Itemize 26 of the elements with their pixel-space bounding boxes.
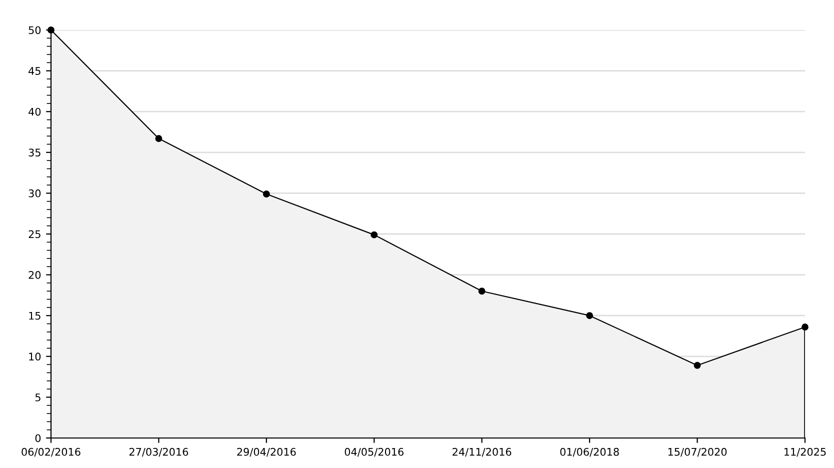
y-tick-label: 10 (29, 352, 41, 361)
y-tick-label: 20 (28, 271, 41, 279)
point (370, 231, 378, 238)
y-tick-label: 45 (28, 67, 40, 75)
point (802, 324, 808, 330)
point (478, 288, 486, 295)
point (155, 135, 162, 142)
x-tick-label: 15/07/2020 (668, 448, 727, 457)
x-tick-label: 24/11/2016 (452, 448, 512, 457)
y-tick-label: 0 (35, 434, 41, 442)
point (694, 362, 701, 369)
x-tick-label: 11/2025 (784, 448, 826, 457)
x-tick-label: 29/04/2016 (237, 448, 296, 457)
y-tick-label: 5 (35, 394, 40, 402)
point (262, 190, 270, 198)
y-tick-label: 30 (28, 189, 41, 198)
y-tick-label: 15 (29, 312, 40, 320)
y-tick-label: 40 (28, 108, 41, 116)
y-tick-label: 35 (28, 148, 40, 157)
x-tick-label: 06/02/2016 (22, 448, 80, 457)
y-tick-label: 25 (28, 230, 40, 238)
x-tick-label: 27/03/2016 (129, 448, 188, 457)
x-tick-label: 01/06/2018 (560, 448, 619, 457)
x-tick-label: 04/05/2016 (344, 448, 404, 457)
y-tick-label: 50 (28, 26, 41, 34)
point (586, 312, 594, 320)
